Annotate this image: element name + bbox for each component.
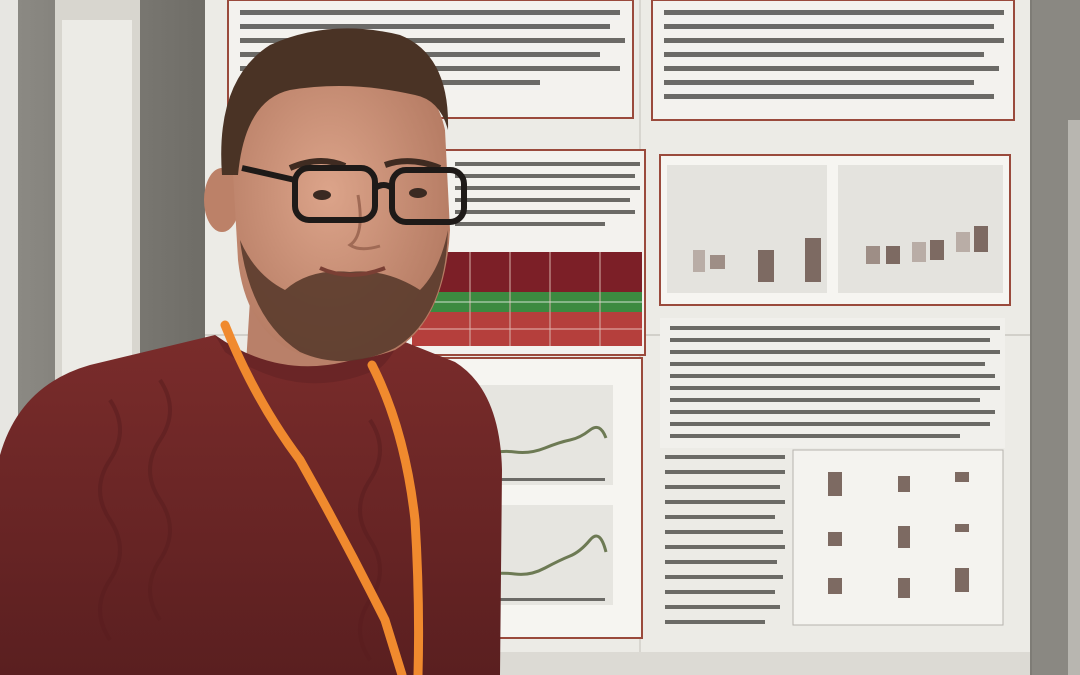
knit-pattern xyxy=(98,378,382,662)
nose xyxy=(347,194,381,251)
right-eye xyxy=(409,188,427,198)
person xyxy=(0,28,502,675)
beard xyxy=(240,230,448,362)
small-multiples-chart xyxy=(828,472,969,598)
boxplot-chart xyxy=(693,226,988,282)
mouth xyxy=(319,266,386,277)
hair xyxy=(221,28,449,175)
glasses-icon xyxy=(241,165,467,225)
ear xyxy=(204,168,240,232)
lanyard xyxy=(220,320,424,675)
time-series-plot xyxy=(482,425,608,577)
results-table xyxy=(412,252,642,346)
left-eye xyxy=(313,190,331,200)
